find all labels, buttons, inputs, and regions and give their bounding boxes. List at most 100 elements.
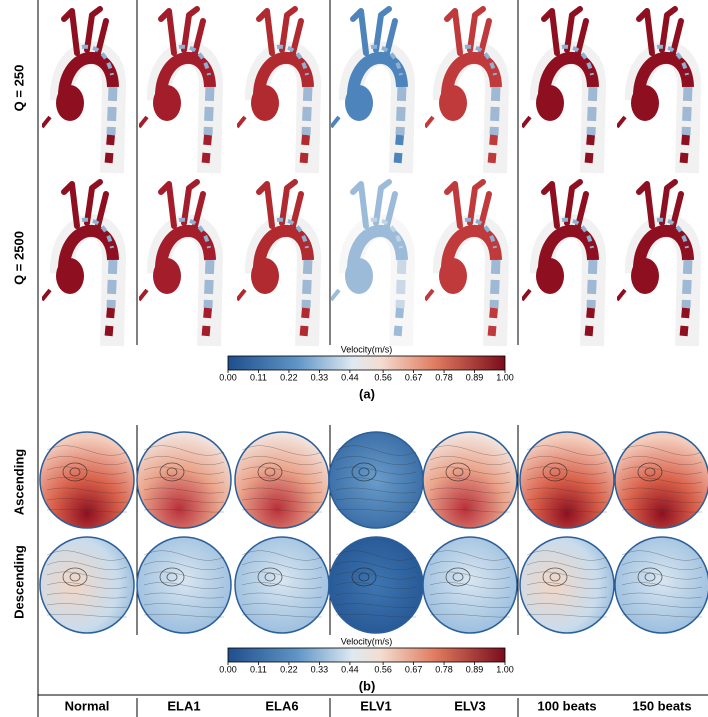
tick-label: 0.89 — [466, 372, 484, 382]
aorta-image — [617, 9, 689, 173]
streamline — [335, 487, 417, 494]
streamline — [429, 592, 511, 599]
tick-label: 0.22 — [280, 664, 298, 674]
tick-label: 0.78 — [435, 664, 453, 674]
streamline — [241, 456, 323, 466]
column-label: ELV3 — [454, 698, 486, 713]
streamline — [335, 592, 417, 599]
vortex — [445, 462, 471, 482]
streamline — [46, 561, 128, 571]
vortex — [257, 462, 283, 482]
streamline — [621, 603, 703, 608]
vortex — [69, 572, 81, 582]
streamline — [241, 498, 323, 503]
streamline — [429, 613, 511, 618]
aorta-image — [425, 9, 497, 173]
streamline — [335, 613, 417, 618]
streamline — [143, 477, 225, 484]
streamline — [621, 508, 703, 513]
column-label: 150 beats — [632, 698, 691, 713]
column-label: ELV1 — [360, 698, 392, 713]
vortex — [69, 467, 81, 477]
streamline — [621, 445, 703, 456]
streamline — [241, 477, 323, 484]
streamline — [335, 550, 417, 561]
vortex — [358, 467, 370, 477]
panel-label: (a) — [359, 386, 375, 401]
streamline — [46, 487, 128, 494]
streamline — [143, 613, 225, 618]
streamline — [429, 498, 511, 503]
streamline — [241, 613, 323, 618]
tick-label: 0.00 — [219, 372, 237, 382]
streamline — [241, 603, 323, 608]
streamline — [621, 498, 703, 503]
streamline — [143, 550, 225, 561]
streamline — [621, 582, 703, 589]
image-group — [39, 9, 708, 634]
streamline — [143, 487, 225, 494]
row-label: Ascending — [11, 449, 26, 516]
streamline — [526, 613, 608, 618]
vortex — [166, 467, 178, 477]
streamline — [241, 508, 323, 513]
streamline — [429, 445, 511, 456]
colorbar-title: Velocity(m/s) — [341, 344, 393, 354]
streamline — [335, 582, 417, 589]
vortex — [257, 567, 283, 587]
streamline — [526, 582, 608, 589]
column-labels: Normal ELA1 ELA6 ELV1 ELV3 100 beats 150 beats — [65, 698, 692, 713]
vortex — [445, 567, 471, 587]
streamline — [335, 445, 417, 456]
streamline — [241, 561, 323, 571]
aorta-image — [42, 182, 114, 346]
vortex — [452, 467, 464, 477]
streamline — [429, 508, 511, 513]
panel-label: (b) — [359, 678, 376, 693]
vortex — [549, 572, 561, 582]
streamline — [429, 582, 511, 589]
streamline — [429, 456, 511, 466]
streamline — [241, 445, 323, 456]
streamline — [526, 550, 608, 561]
aorta-image — [617, 182, 689, 346]
streamline — [46, 550, 128, 561]
streamline — [143, 445, 225, 456]
tick-label: 0.44 — [341, 664, 359, 674]
streamline — [335, 498, 417, 503]
streamline — [621, 487, 703, 494]
vortex — [542, 567, 568, 587]
vortex — [264, 467, 276, 477]
colorbar — [227, 647, 506, 663]
colorbar-title: Velocity(m/s) — [341, 636, 393, 646]
streamline — [335, 456, 417, 466]
streamline — [335, 603, 417, 608]
streamline — [526, 508, 608, 513]
vortex — [358, 572, 370, 582]
streamline — [526, 477, 608, 484]
streamline — [143, 561, 225, 571]
streamline — [46, 613, 128, 618]
streamline — [335, 508, 417, 513]
vortex — [159, 567, 185, 587]
tick-label: 0.67 — [405, 372, 423, 382]
streamline — [621, 477, 703, 484]
streamline — [526, 561, 608, 571]
tick-label: 0.00 — [219, 664, 237, 674]
aorta-image — [331, 9, 403, 173]
streamline — [429, 477, 511, 484]
aorta-image — [522, 182, 594, 346]
aorta-image — [522, 9, 594, 173]
tick-label: 0.78 — [435, 372, 453, 382]
streamline — [429, 487, 511, 494]
tick-label: 0.11 — [250, 372, 267, 382]
streamline — [46, 508, 128, 513]
tick-label: 0.56 — [374, 372, 392, 382]
vortex — [637, 567, 663, 587]
vortex — [549, 467, 561, 477]
aorta-image — [237, 9, 309, 173]
tick-label: 1.00 — [496, 372, 514, 382]
streamline — [143, 498, 225, 503]
vortex — [644, 467, 656, 477]
